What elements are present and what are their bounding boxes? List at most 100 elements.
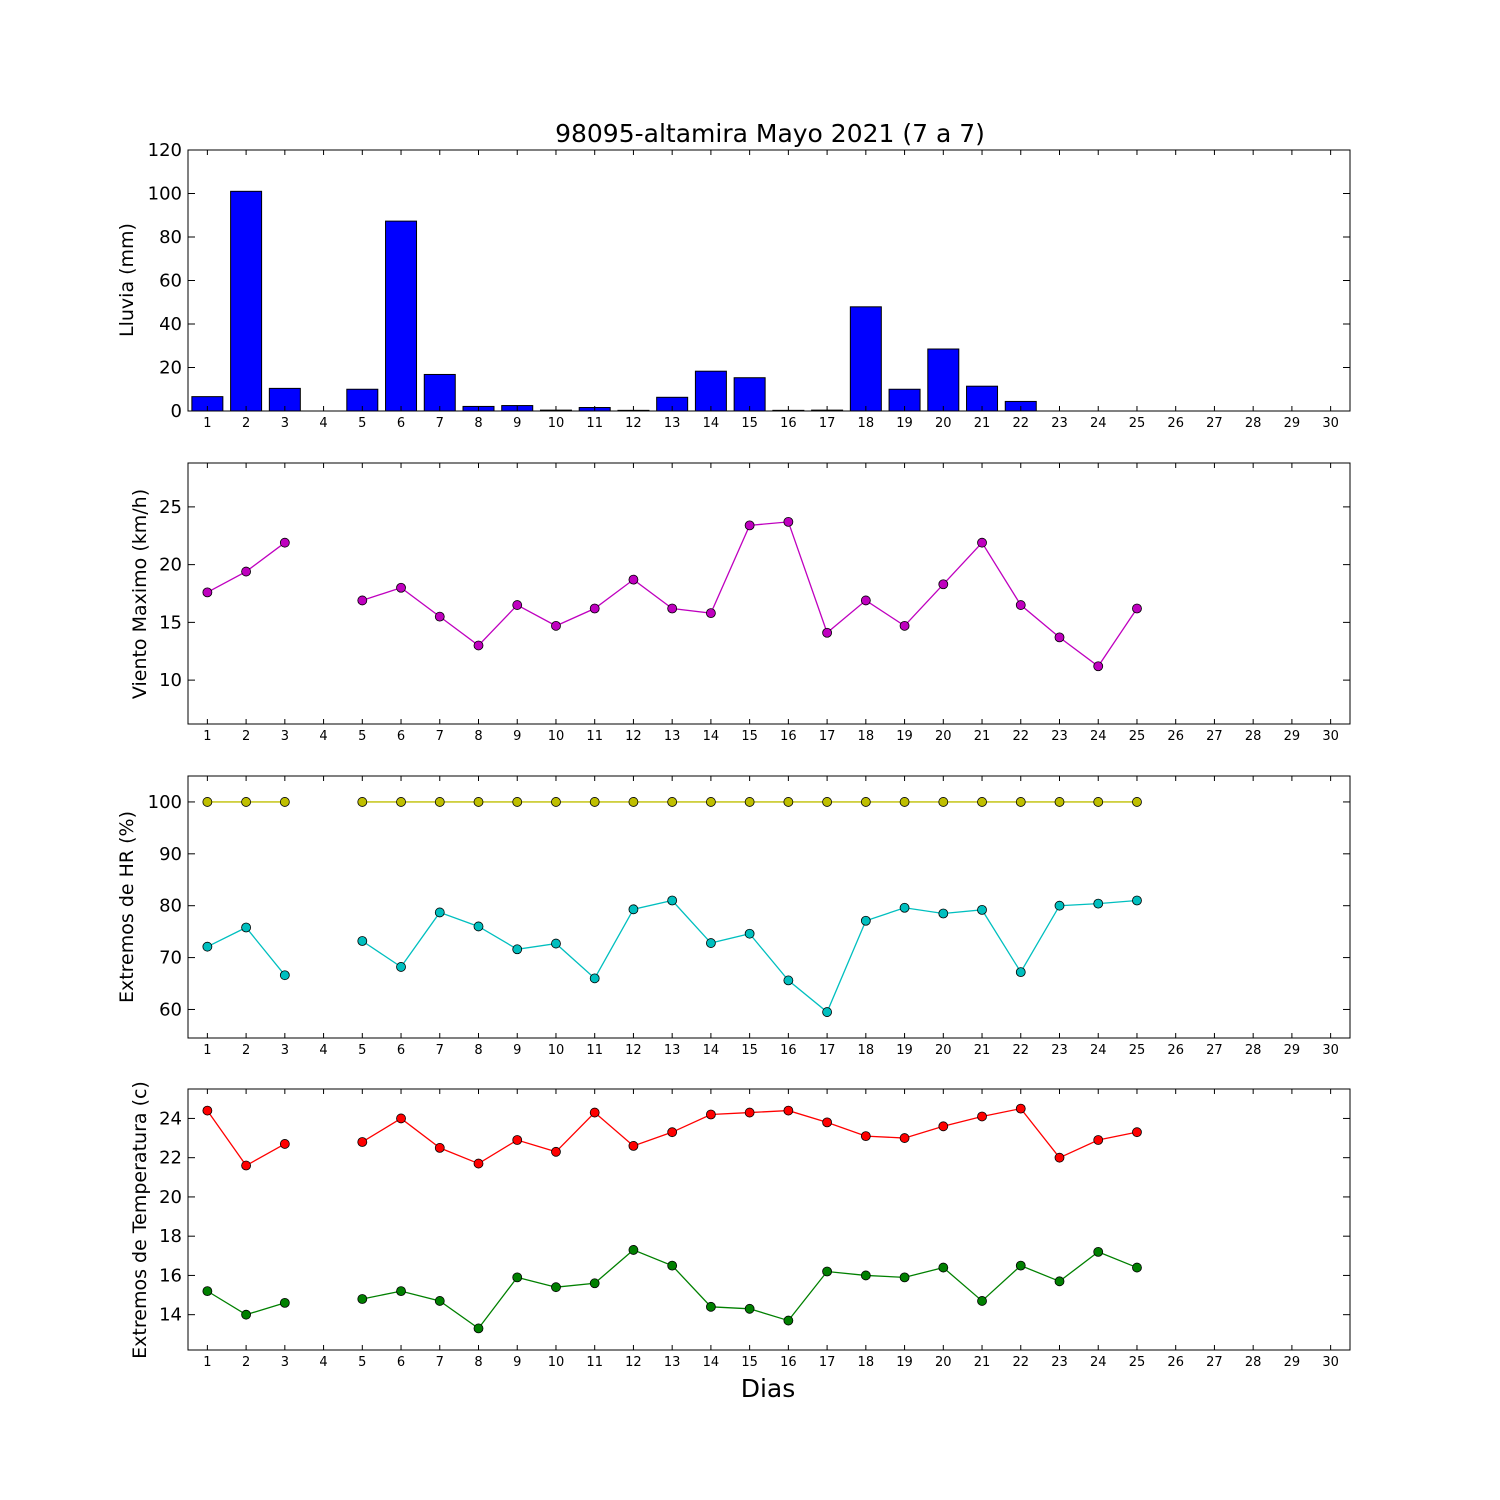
temperature-t-max-point-day-9 [512,1135,523,1145]
rain-y-tick-label-0: 0 [171,401,182,422]
wind-x-tick-label-14: 14 [703,729,720,744]
wind-wind-point-day-22 [1015,600,1026,610]
humidity-x-tick-label-7: 7 [436,1043,444,1058]
humidity-x-tick-label-20: 20 [935,1043,952,1058]
wind-x-tick-label-11: 11 [586,729,603,744]
humidity-x-tick-label-24: 24 [1090,1043,1107,1058]
humidity-hr-max-point-day-20 [938,797,949,807]
wind-x-tick-label-26: 26 [1167,729,1184,744]
humidity-hr-min-point-day-11 [589,973,600,984]
temperature-x-tick-label-12: 12 [625,1355,642,1370]
wind-wind-point-day-2 [241,566,252,577]
temperature-y-axis-label: Extremos de Temperatura (c) [129,1081,151,1359]
wind-wind-point-day-8 [473,640,484,651]
humidity-hr-min-point-day-19 [899,902,910,913]
temperature-t-min-point-day-19 [899,1272,910,1283]
humidity-x-tick-label-19: 19 [896,1043,913,1058]
wind-x-tick-label-24: 24 [1090,729,1107,744]
wind-wind-point-day-14 [706,608,716,619]
rain-x-tick-label-8: 8 [474,416,482,431]
temperature-t-min-point-day-23 [1054,1276,1065,1287]
temperature-t-max-point-day-10 [551,1146,561,1157]
humidity-x-tick-label-12: 12 [625,1043,642,1058]
humidity-x-tick-label-18: 18 [858,1043,875,1058]
temperature-x-tick-label-26: 26 [1167,1355,1184,1370]
rain-x-tick-label-7: 7 [436,416,444,431]
wind-plot-frame [187,462,1351,725]
humidity-hr-max-point-day-13 [667,797,678,807]
temperature-t-max-point-day-21 [977,1111,987,1122]
humidity-hr-min-point-day-7 [434,907,445,918]
rain-x-tick-label-4: 4 [319,416,327,431]
wind-x-tick-label-15: 15 [741,729,758,744]
temperature-x-tick-label-10: 10 [548,1355,565,1370]
humidity-hr-max-point-day-18 [860,797,871,807]
humidity-hr-max-point-day-24 [1093,797,1104,807]
temperature-x-tick-label-29: 29 [1284,1355,1301,1370]
temperature-x-tick-label-28: 28 [1245,1355,1262,1370]
rain-bar-day-15 [733,377,766,412]
wind-x-tick-label-3: 3 [281,729,289,744]
humidity-y-tick-label-100: 100 [148,792,182,813]
wind-x-tick-label-30: 30 [1322,729,1339,744]
humidity-hr-max-point-day-15 [744,797,755,807]
humidity-y-tick-label-80: 80 [159,896,182,917]
wind-wind-point-day-25 [1132,603,1142,614]
temperature-t-min-point-day-8 [473,1323,484,1334]
wind-x-tick-label-4: 4 [319,729,327,744]
humidity-hr-max-point-day-25 [1132,797,1142,807]
temperature-x-tick-label-19: 19 [896,1355,913,1370]
humidity-x-tick-label-15: 15 [741,1043,758,1058]
rain-y-axis-label: Lluvia (mm) [116,223,138,337]
humidity-x-tick-label-3: 3 [281,1043,289,1058]
temperature-t-max-point-day-7 [434,1142,445,1153]
temperature-t-min-point-day-7 [434,1296,445,1306]
humidity-hr-min-point-day-2 [241,922,252,933]
temperature-t-max-point-day-19 [899,1133,910,1143]
humidity-x-tick-label-30: 30 [1322,1043,1339,1058]
humidity-hr-min-point-day-14 [706,938,716,948]
wind-x-tick-label-25: 25 [1129,729,1146,744]
temperature-y-tick-label-14: 14 [159,1305,182,1326]
temperature-t-max-point-day-3 [279,1139,290,1149]
wind-wind-point-day-18 [860,595,871,606]
humidity-x-tick-label-14: 14 [703,1043,720,1058]
temperature-t-max-point-day-22 [1015,1103,1026,1114]
wind-y-tick-label-10: 10 [159,670,182,691]
wind-x-tick-label-19: 19 [896,729,913,744]
humidity-hr-min-point-day-3 [279,970,290,981]
temperature-x-tick-label-7: 7 [436,1355,444,1370]
rain-x-tick-label-16: 16 [780,416,797,431]
humidity-x-tick-label-29: 29 [1284,1043,1301,1058]
wind-wind-point-day-10 [551,620,561,631]
humidity-hr-max-point-day-22 [1015,797,1026,807]
wind-wind-point-day-12 [628,574,639,585]
wind-wind-point-day-1 [202,587,213,598]
rain-panel: Lluvia (mm) 1 2 3 4 5 6 7 8 9 10 11 12 13 14 15 16 17 18 1… [116,140,1351,431]
wind-wind-point-day-23 [1054,632,1065,643]
rain-x-tick-label-20: 20 [935,416,952,431]
wind-x-tick-label-27: 27 [1206,729,1223,744]
rain-bar-day-20 [927,348,960,412]
rain-x-tick-label-23: 23 [1051,416,1068,431]
temperature-y-tick-label-16: 16 [159,1265,182,1286]
rain-y-tick-label-20: 20 [159,358,182,379]
humidity-hr-max-point-day-14 [706,797,716,807]
humidity-y-axis-label: Extremos de HR (%) [116,811,138,1003]
rain-x-tick-label-21: 21 [974,416,991,431]
rain-x-tick-label-17: 17 [819,416,836,431]
humidity-hr-max-point-day-21 [977,797,987,807]
temperature-panel: Extremos de Temperatura (c) 1 2 3 4 5 6 7 8 9 10 1… [129,1081,1351,1370]
humidity-hr-min-point-day-17 [822,1007,832,1017]
temperature-x-tick-label-18: 18 [858,1355,875,1370]
temperature-x-tick-label-24: 24 [1090,1355,1107,1370]
humidity-x-tick-label-2: 2 [242,1043,250,1058]
wind-wind-point-day-5 [357,595,368,606]
temperature-x-tick-label-1: 1 [203,1355,211,1370]
rain-y-tick-label-80: 80 [159,227,182,248]
rain-x-tick-label-9: 9 [513,416,521,431]
temperature-x-tick-label-20: 20 [935,1355,952,1370]
humidity-panel: Extremos de HR (%) 1 2 3 4 5 6 7 8 9 10 11 12 13 14 15… [116,775,1351,1058]
